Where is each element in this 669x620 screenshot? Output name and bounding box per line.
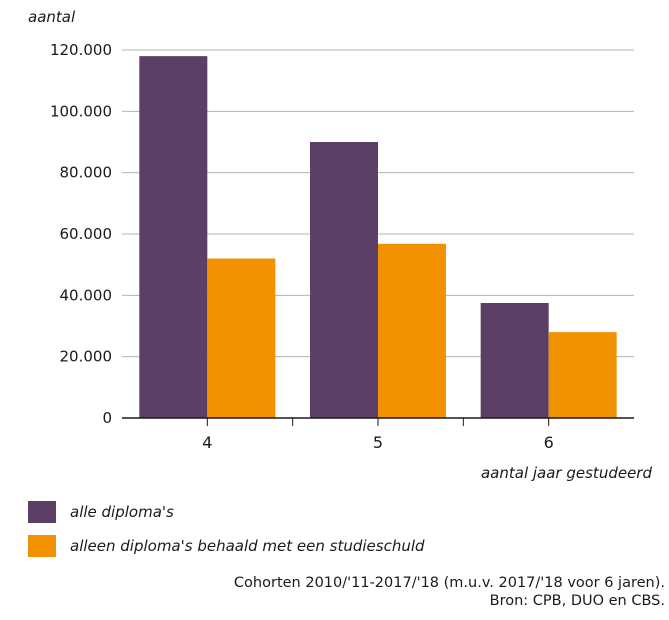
x-tick-label: 6 [544, 433, 554, 452]
legend-swatch-alle-diplomas [28, 501, 56, 523]
x-axis-label: aantal jaar gestudeerd [481, 464, 652, 482]
y-tick-label: 40.000 [60, 286, 113, 304]
legend-label-alle-diplomas: alle diploma's [70, 503, 174, 521]
bar [207, 258, 276, 418]
bar [480, 303, 549, 418]
bar-chart: aantal 0 20.000 40.000 60.000 80.000 100.000 12… [28, 8, 652, 482]
y-axis-label: aantal [28, 8, 76, 26]
y-tick-label: 80.000 [60, 164, 113, 182]
legend-swatch-studieschuld [28, 535, 56, 557]
y-tick-label: 100.000 [50, 102, 112, 120]
bar [378, 243, 446, 418]
source-bron-text: Bron: CPB, DUO en CBS. [489, 593, 665, 609]
y-tick-label: 60.000 [60, 225, 113, 243]
bar [139, 56, 208, 419]
legend: alle diploma's alleen diploma's behaald … [28, 500, 425, 568]
x-tick-label: 5 [373, 433, 383, 452]
source-note: Cohorten 2010/'11-2017/'18 (m.u.v. 2017/… [234, 574, 665, 610]
y-tick-label: 0 [102, 409, 112, 427]
legend-label-studieschuld: alleen diploma's behaald met een studies… [70, 537, 425, 555]
source-cohort-text: Cohorten 2010/'11-2017/'18 (m.u.v. 2017/… [233, 575, 665, 591]
legend-item-studieschuld: alleen diploma's behaald met een studies… [28, 534, 425, 558]
bar [548, 332, 617, 418]
x-tick-label: 4 [202, 433, 212, 452]
bar [310, 142, 378, 418]
y-tick-label: 120.000 [50, 41, 112, 59]
y-tick-label: 20.000 [60, 348, 113, 366]
legend-item-alle-diplomas: alle diploma's [28, 500, 425, 524]
